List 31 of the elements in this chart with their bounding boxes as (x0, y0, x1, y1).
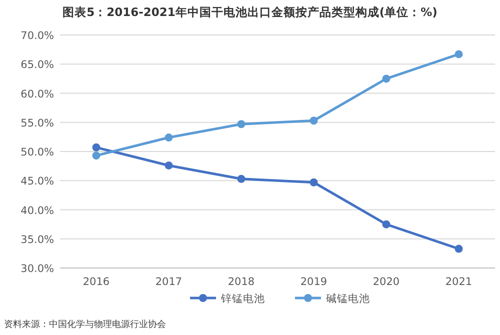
y-tick-label: 60.0% (20, 88, 54, 100)
legend-label: 锌锰电池 (220, 292, 265, 305)
x-tick-label: 2019 (300, 276, 328, 288)
text: 资料来源：中国化学与物理电源行业协会 (4, 319, 166, 330)
x-tick-label: 2021 (445, 276, 472, 288)
point (237, 174, 246, 183)
point (92, 152, 100, 160)
point (164, 134, 173, 142)
point (454, 244, 463, 253)
x-tick-label: 2017 (155, 276, 182, 288)
chart-title: 图表5：2016-2021年中国干电池出口金额按产品类型构成(单位：%) (62, 5, 438, 19)
point (310, 116, 318, 125)
point (382, 220, 390, 228)
y-tick-label: 40.0% (20, 204, 54, 217)
y-tick-label: 30.0% (20, 263, 54, 275)
x-tick-label: 2020 (372, 276, 400, 288)
point (382, 74, 390, 83)
point (237, 120, 246, 128)
y-tick-label: 45.0% (20, 176, 54, 188)
legend-label: 碱锰电池 (326, 292, 370, 305)
y-tick-label: 50.0% (20, 146, 54, 158)
point (310, 178, 318, 186)
y-tick-label: 35.0% (20, 234, 54, 246)
point (164, 161, 173, 170)
point (92, 143, 100, 152)
y-tick-label: 55.0% (20, 117, 54, 130)
y-tick-label: 70.0% (20, 30, 54, 42)
x-tick-label: 2018 (228, 276, 255, 288)
y-tick-label: 65.0% (20, 59, 54, 72)
point (454, 50, 463, 58)
x-tick-label: 2016 (82, 276, 110, 288)
